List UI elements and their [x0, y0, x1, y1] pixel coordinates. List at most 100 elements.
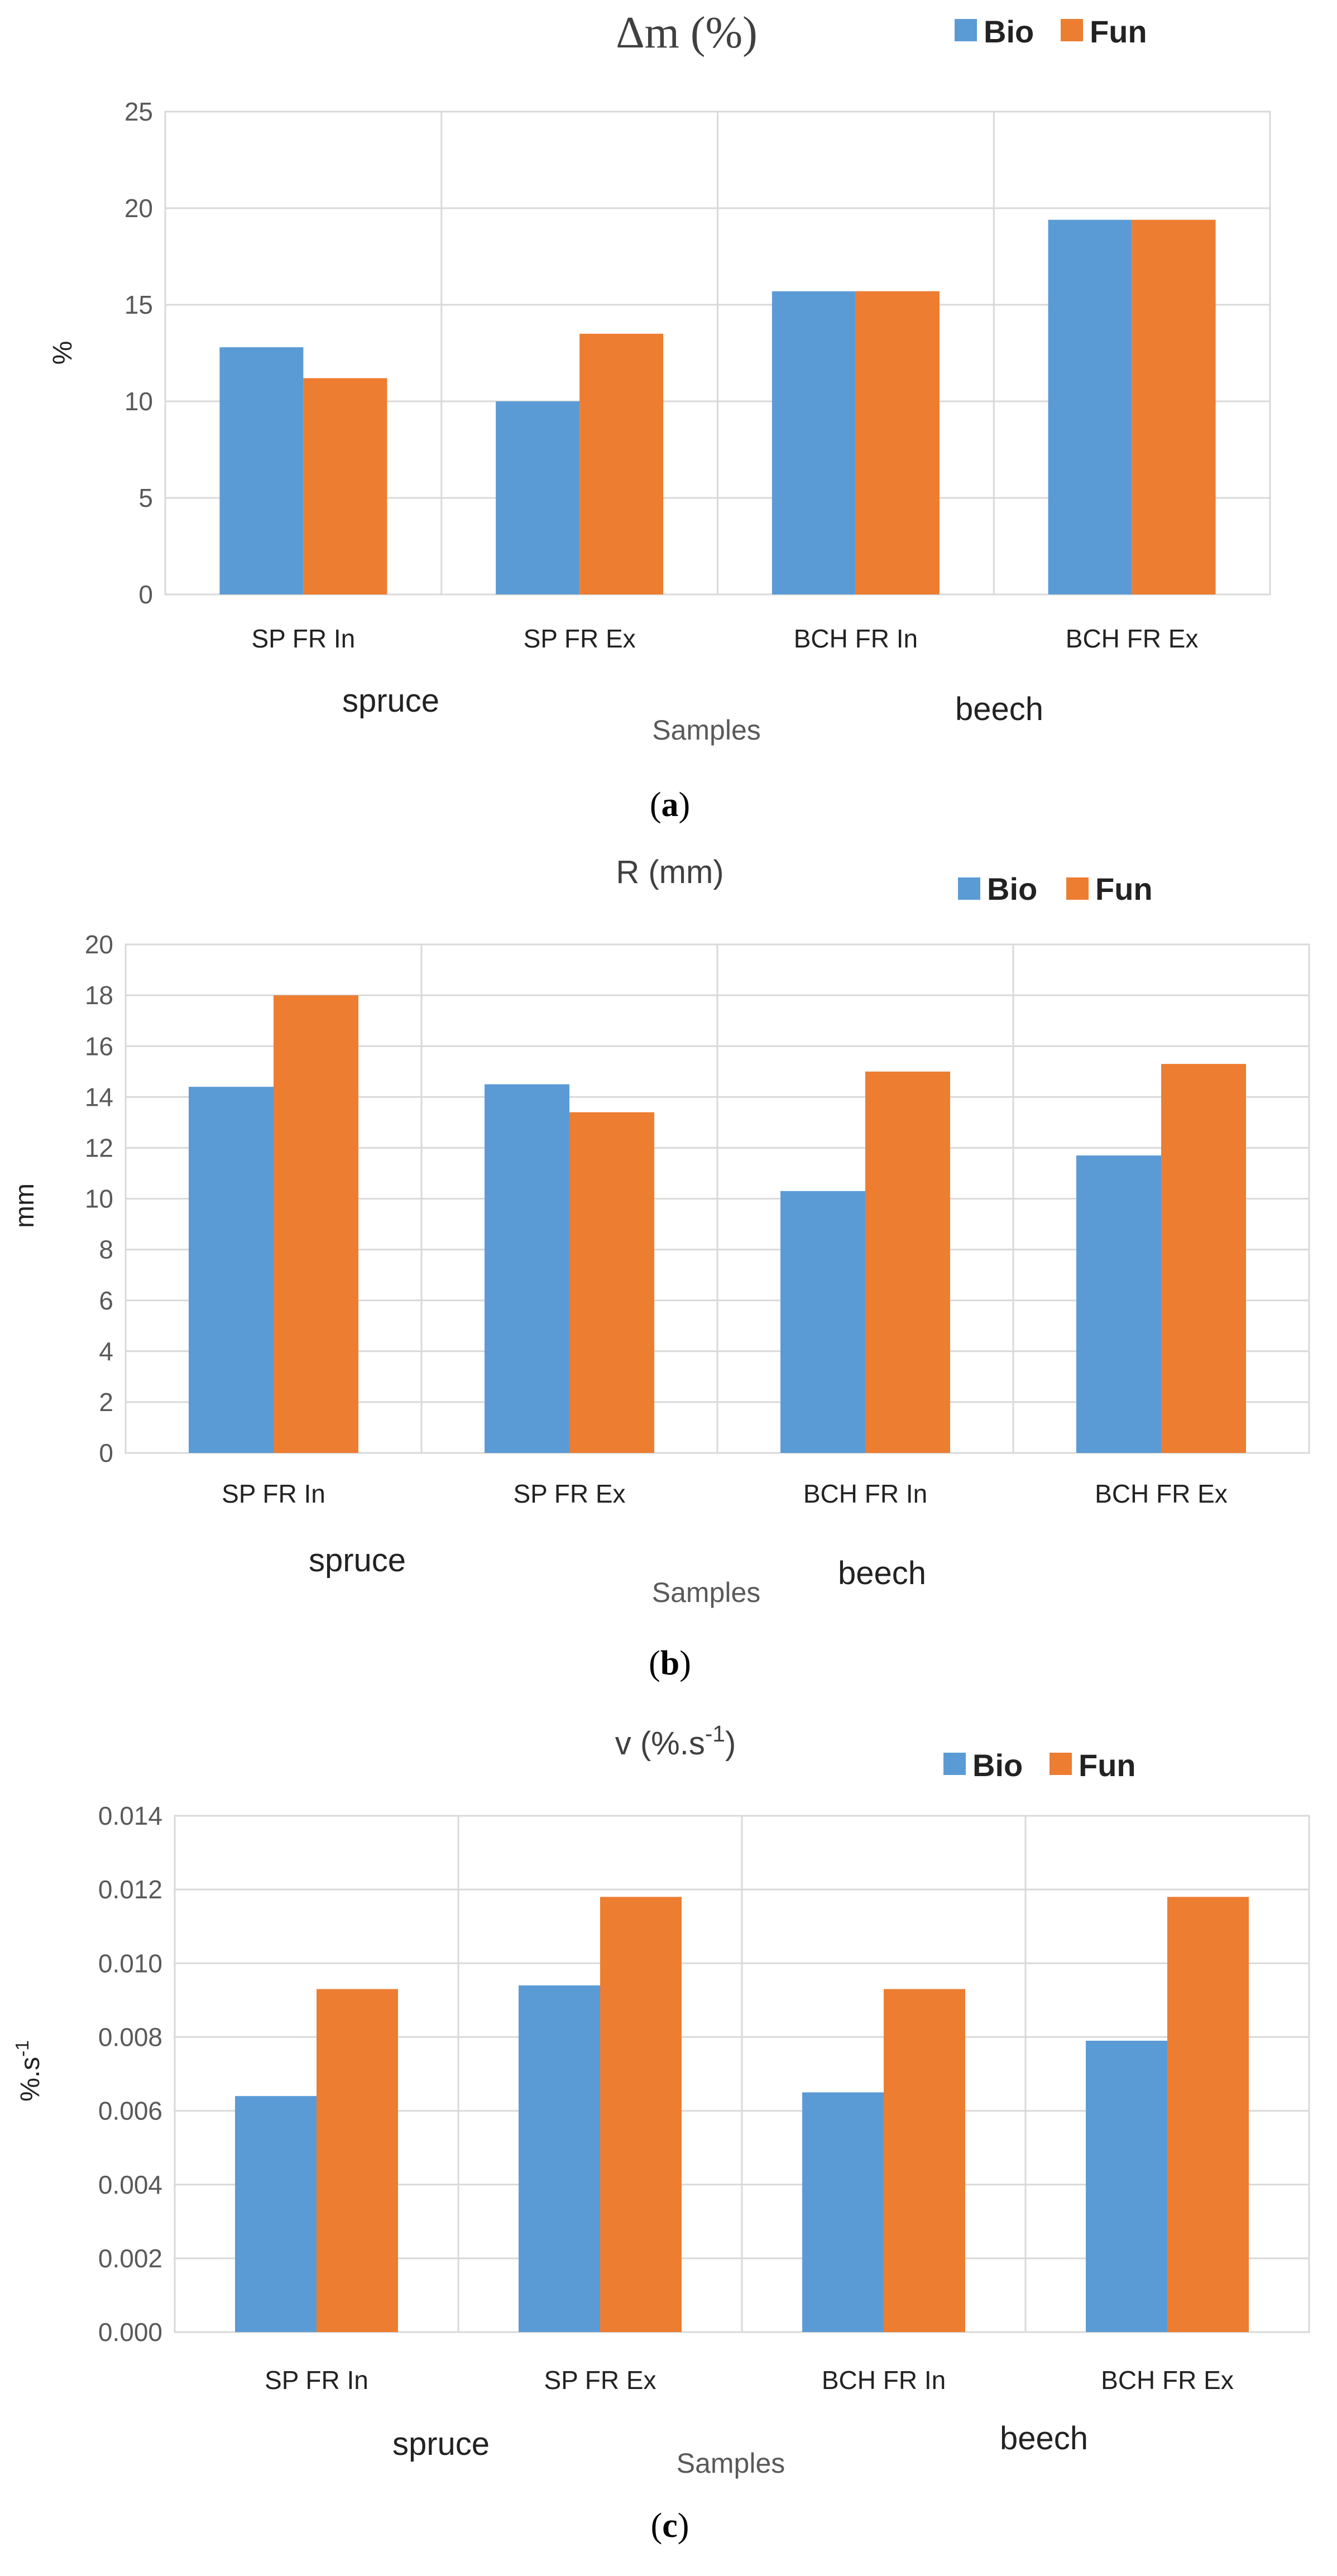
legend: Bio Fun: [955, 14, 1147, 49]
y-tick-label: 14: [85, 1082, 113, 1111]
y-tick-label: 0.000: [98, 2318, 162, 2347]
legend-label-fun: Fun: [1095, 871, 1153, 906]
y-axis-label-text: %.s: [16, 2057, 45, 2102]
y-axis-label-text: mm: [10, 1183, 40, 1228]
y-tick-label: 0: [99, 1438, 113, 1467]
x-tick-label: SP FR In: [265, 2366, 368, 2395]
legend-label-bio: Bio: [987, 871, 1037, 906]
y-tick-label: 18: [85, 981, 113, 1010]
legend-swatch-fun: [1061, 19, 1083, 41]
group-label-spruce: spruce: [309, 1542, 406, 1579]
y-tick-label: 8: [99, 1235, 113, 1264]
x-tick-label: BCH FR In: [803, 1479, 927, 1508]
legend: Bio Fun: [943, 1748, 1136, 1783]
bar-fun-1: [303, 378, 387, 594]
panel-label: (c): [651, 2507, 689, 2545]
legend-swatch-bio: [958, 877, 980, 900]
bar-fun-3: [865, 1071, 950, 1453]
bar-bio-1: [189, 1087, 274, 1453]
x-axis-label: Samples: [652, 1577, 761, 1608]
y-tick-label: 5: [138, 483, 153, 512]
panel-label-close: ): [679, 786, 691, 824]
x-tick-label: SP FR Ex: [513, 1479, 625, 1508]
y-tick-label: 20: [124, 194, 153, 223]
chart-panel-a: 0 5 10 15 20 25 SP FR In SP FR Ex BCH FR In BCH F…: [48, 8, 1271, 824]
chart-title-superscript: -1: [705, 1721, 725, 1747]
chart-title: R (mm): [616, 854, 723, 890]
x-tick-label: SP FR In: [251, 624, 355, 653]
legend-label-bio: Bio: [972, 1748, 1023, 1783]
x-tick-label: BCH FR Ex: [1066, 624, 1199, 653]
y-tick-label: 16: [85, 1032, 113, 1061]
chart-panel-b: 0 2 4 6 8 10 12 14 16 18 20 SP FR In SP FR Ex BCH FR …: [10, 854, 1310, 1682]
panel-label-open: (: [650, 786, 662, 824]
y-tick-label: 20: [85, 930, 113, 959]
bar-fun-1: [317, 1989, 398, 2332]
panel-label-letter: a: [662, 786, 679, 824]
group-label-spruce: spruce: [392, 2426, 490, 2462]
chart-title: v (%.s-1): [615, 1721, 736, 1762]
bar-fun-1: [274, 995, 358, 1453]
y-tick-label: 0.014: [98, 1801, 162, 1830]
bar-bio-3: [802, 2092, 884, 2332]
chart-title-text: Δm (%): [616, 8, 758, 57]
y-tick-label: 0.004: [98, 2170, 162, 2199]
x-axis-label: Samples: [652, 714, 761, 746]
x-tick-label: BCH FR Ex: [1101, 2366, 1234, 2395]
legend-label-fun: Fun: [1079, 1748, 1136, 1783]
bar-bio-2: [519, 1985, 600, 2332]
bar-fun-4: [1167, 1897, 1249, 2332]
chart-title: Δm (%): [616, 8, 758, 57]
chart-title-text: v (%.s: [615, 1725, 705, 1762]
bar-bio-4: [1048, 219, 1132, 594]
panel-label-close: ): [678, 2507, 689, 2545]
legend-swatch-fun: [1066, 877, 1089, 900]
y-tick-label: 15: [124, 290, 153, 319]
x-axis-label: Samples: [677, 2448, 785, 2479]
legend-swatch-bio: [943, 1753, 966, 1775]
x-tick-label: BCH FR In: [794, 624, 918, 653]
bar-fun-2: [579, 333, 664, 594]
legend-swatch-fun: [1050, 1753, 1072, 1775]
y-axis-label: %.s-1: [12, 2040, 45, 2102]
y-axis-label-superscript: -1: [12, 2040, 33, 2057]
x-tick-label: BCH FR In: [822, 2366, 946, 2395]
y-tick-label: 0.002: [98, 2244, 162, 2273]
bar-fun-4: [1161, 1064, 1246, 1453]
y-tick-label: 0.012: [98, 1875, 162, 1904]
bar-bio-3: [780, 1191, 865, 1453]
legend: Bio Fun: [958, 871, 1153, 906]
bar-bio-2: [496, 401, 580, 594]
y-tick-label: 6: [99, 1286, 113, 1315]
y-axis-label: mm: [10, 1183, 40, 1228]
y-tick-label: 2: [99, 1388, 113, 1417]
legend-swatch-bio: [955, 19, 977, 41]
y-tick-label: 4: [99, 1337, 113, 1366]
chart-title-suffix: ): [725, 1725, 736, 1762]
bar-bio-4: [1086, 2041, 1167, 2332]
legend-label-fun: Fun: [1090, 14, 1147, 49]
x-tick-label: SP FR Ex: [524, 624, 636, 653]
panel-label: (a): [650, 786, 690, 824]
y-axis-label-text: %: [48, 341, 78, 365]
y-tick-label: 12: [85, 1134, 113, 1163]
bar-fun-2: [569, 1112, 654, 1453]
legend-label-bio: Bio: [984, 14, 1034, 49]
y-tick-label: 10: [124, 387, 153, 416]
bar-bio-1: [235, 2096, 317, 2332]
y-axis-label: %: [48, 341, 78, 365]
panel-label-open: (: [649, 1644, 660, 1682]
chart-title-text: R (mm): [616, 854, 723, 890]
x-tick-label: BCH FR Ex: [1095, 1479, 1228, 1508]
chart-panel-c: 0.000 0.002 0.004 0.006 0.008 0.010 0.012 0.014…: [12, 1721, 1310, 2545]
bar-bio-4: [1076, 1155, 1161, 1453]
panel-label: (b): [649, 1644, 691, 1682]
bar-fun-2: [600, 1897, 682, 2332]
bar-fun-3: [884, 1989, 965, 2332]
panel-label-letter: c: [662, 2507, 678, 2545]
bar-bio-3: [771, 291, 856, 594]
bar-bio-2: [485, 1084, 569, 1453]
bar-fun-3: [855, 291, 940, 594]
y-tick-label: 25: [124, 97, 153, 126]
